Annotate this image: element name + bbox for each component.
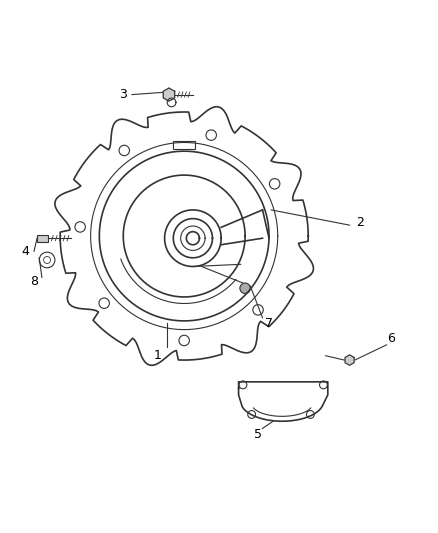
- Text: 8: 8: [30, 275, 38, 288]
- Text: 2: 2: [357, 216, 364, 230]
- Text: 7: 7: [265, 317, 273, 329]
- Text: 6: 6: [387, 332, 395, 345]
- Text: 3: 3: [119, 88, 127, 101]
- Bar: [173, 141, 195, 149]
- Polygon shape: [163, 88, 175, 101]
- Text: 4: 4: [21, 245, 29, 258]
- Circle shape: [240, 283, 251, 294]
- Text: 5: 5: [254, 427, 262, 441]
- Bar: [37, 235, 48, 241]
- Polygon shape: [345, 355, 354, 365]
- Text: 1: 1: [154, 349, 162, 362]
